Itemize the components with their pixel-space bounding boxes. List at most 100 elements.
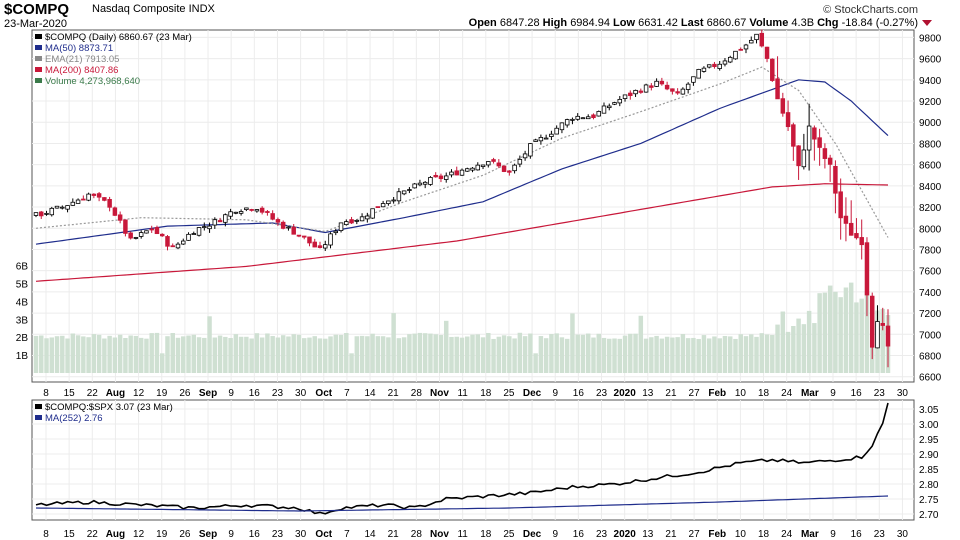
volume-bar <box>633 333 638 373</box>
open-label: Open <box>468 17 497 29</box>
volume-bar <box>654 335 659 373</box>
volume-bar <box>286 336 291 373</box>
price-tick-label: 7000 <box>919 330 942 341</box>
candle-body <box>217 220 223 223</box>
candle-body <box>738 48 743 51</box>
last-label: Last <box>680 17 704 29</box>
x-tick-label: 16 <box>573 388 585 399</box>
volume-bar <box>706 338 712 373</box>
volume-bar <box>438 334 444 373</box>
main-legend-text: $COMPQ (Daily) 6860.67 (23 Mar) <box>45 32 192 43</box>
ratio-line-compqspx <box>35 402 889 515</box>
volume-bar <box>538 336 544 373</box>
x-tick-label: 25 <box>503 388 515 399</box>
candle-body <box>486 161 491 166</box>
candle-body <box>154 227 160 235</box>
x-tick-label-lower: Aug <box>106 529 125 540</box>
candle-body <box>480 164 486 167</box>
volume-bar <box>275 337 281 373</box>
volume-bar <box>270 336 275 373</box>
x-tick-label-lower: 21 <box>388 529 400 540</box>
candle-body <box>875 321 880 349</box>
candle-body <box>312 241 317 248</box>
volume-bar <box>207 316 212 373</box>
candle-body <box>622 94 628 99</box>
candle-body <box>612 102 617 105</box>
candle-body <box>496 162 502 167</box>
x-tick-label: 9 <box>830 388 836 399</box>
candle-body <box>470 167 475 171</box>
candle-body <box>70 201 76 206</box>
volume-bar <box>354 336 360 373</box>
candle-body <box>159 233 165 237</box>
candle-body <box>175 243 181 249</box>
candle-body <box>191 233 197 235</box>
volume-bar <box>223 336 228 373</box>
volume-bar <box>170 332 175 373</box>
volume-bar <box>181 336 186 373</box>
x-tick-label: 22 <box>87 388 99 399</box>
volume-bar <box>454 336 459 373</box>
volume-bar <box>359 335 365 373</box>
candle-body <box>102 197 107 201</box>
volume-bar <box>412 333 417 373</box>
volume-bar <box>323 338 328 373</box>
candle-body <box>296 234 302 237</box>
candle-body <box>228 211 233 217</box>
x-tick-label-lower: 19 <box>156 529 168 540</box>
price-tick-label: 8800 <box>919 139 942 150</box>
x-tick-label-lower: 23 <box>874 529 886 540</box>
x-tick-label: 27 <box>689 388 701 399</box>
volume-bar <box>607 338 612 373</box>
candle-body <box>212 219 218 226</box>
x-tick-label: 10 <box>735 388 747 399</box>
x-tick-label-lower: 22 <box>87 529 99 540</box>
low-value: 6631.42 <box>638 17 678 29</box>
candle-body <box>854 233 859 239</box>
volume-bar <box>596 333 601 373</box>
x-tick-label: Oct <box>315 388 332 399</box>
candle-body <box>428 177 433 185</box>
dropdown-triangle-icon[interactable] <box>922 20 932 26</box>
candle-body <box>654 80 659 87</box>
panel-frames <box>31 29 915 521</box>
volume-bar <box>528 333 533 373</box>
candle-body <box>712 63 717 67</box>
volume-bar <box>743 336 749 373</box>
volume-bar <box>701 335 707 373</box>
volume-tick-label: 4B <box>16 297 29 308</box>
volume-bar <box>349 353 354 373</box>
ratio-legend-swatch <box>35 404 42 409</box>
candle-body <box>543 137 549 140</box>
ratio-panel-frame <box>31 399 915 521</box>
x-tick-label-lower: Nov <box>430 529 449 540</box>
volume-bar <box>265 333 270 373</box>
x-tick-label-lower: Mar <box>801 529 819 540</box>
candle-body <box>596 111 601 117</box>
volume-bar <box>459 337 465 373</box>
price-tick-label: 9400 <box>919 76 942 87</box>
volume-bar <box>386 337 391 373</box>
candle-body <box>838 191 843 219</box>
x-tick-label: 12 <box>133 388 145 399</box>
candle-body <box>864 242 870 296</box>
candle-body <box>249 209 254 211</box>
volume-bar <box>543 338 549 373</box>
candle-body <box>770 58 775 81</box>
volume-label: Volume <box>749 17 789 29</box>
volume-bar <box>864 291 870 373</box>
axis-labels: 8 8 15 15 22 22 Aug Aug 12 12 19 19 26 26 Sep Sep 9 9 16 16… <box>16 33 942 540</box>
candle-body <box>465 168 470 172</box>
volume-bar <box>480 337 486 373</box>
volume-bar <box>107 335 112 373</box>
candle-body <box>323 244 328 249</box>
candle-body <box>580 117 586 120</box>
volume-bar <box>749 334 754 373</box>
candle-body <box>407 189 412 191</box>
x-tick-label: 14 <box>364 388 376 399</box>
x-tick-label: 30 <box>897 388 909 399</box>
price-tick-label: 8600 <box>919 161 942 172</box>
volume-bar <box>501 335 507 373</box>
main-legend-text: MA(50) 8873.71 <box>45 43 113 54</box>
volume-bar <box>396 338 402 373</box>
